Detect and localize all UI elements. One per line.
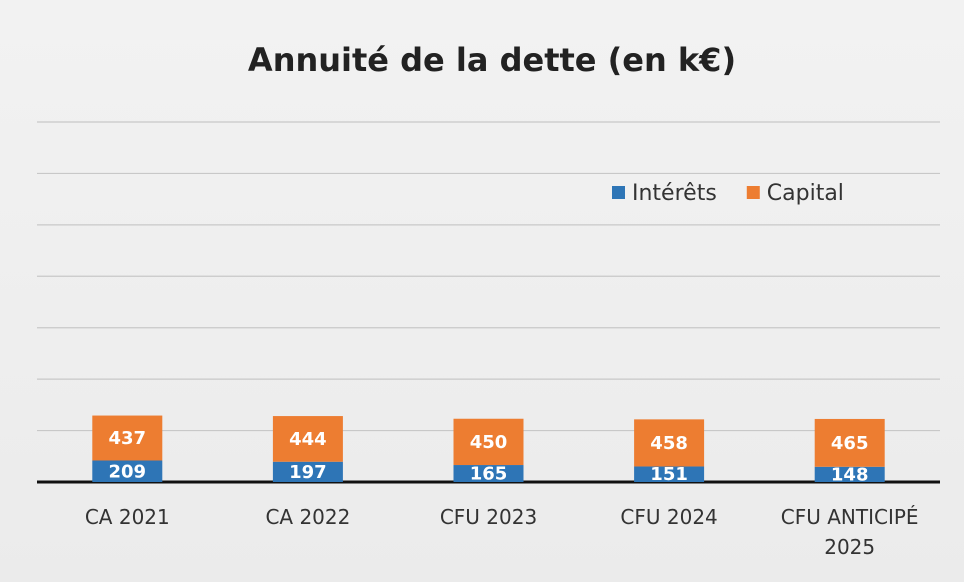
x-tick-label: CA 2022 (265, 505, 351, 529)
legend-swatch (612, 186, 625, 199)
data-label: 209 (109, 461, 147, 482)
data-label: 444 (289, 429, 327, 450)
legend-swatch (746, 186, 760, 199)
bar-segment (272, 416, 343, 462)
data-label: 458 (650, 433, 688, 454)
data-label: 151 (650, 464, 688, 485)
data-label: 197 (289, 462, 327, 483)
data-label: 437 (109, 428, 147, 449)
bar-segment (272, 461, 343, 482)
legend-label: Capital (767, 181, 844, 206)
chart-title: Annuité de la dette (en k€) (248, 41, 736, 79)
bar-segment (814, 418, 885, 467)
x-tick-label: CFU ANTICIPÉ 2025 (780, 505, 919, 559)
x-tick-label: CFU 2023 (439, 505, 538, 529)
bar-segment (453, 465, 524, 482)
bar-segment (92, 415, 163, 461)
bar-segment (814, 466, 885, 482)
x-tick-label: CFU 2024 (620, 505, 718, 529)
bar-segment (92, 460, 163, 482)
data-label: 450 (470, 432, 508, 453)
legend-label: Intérêts (632, 181, 717, 206)
x-tick-label: CA 2021 (84, 505, 170, 529)
bar-segment (453, 418, 524, 466)
bar-segment (634, 466, 705, 482)
data-label: 148 (831, 464, 869, 485)
data-label: 465 (831, 433, 869, 454)
bar-segment (634, 419, 705, 467)
data-label: 165 (470, 464, 508, 485)
